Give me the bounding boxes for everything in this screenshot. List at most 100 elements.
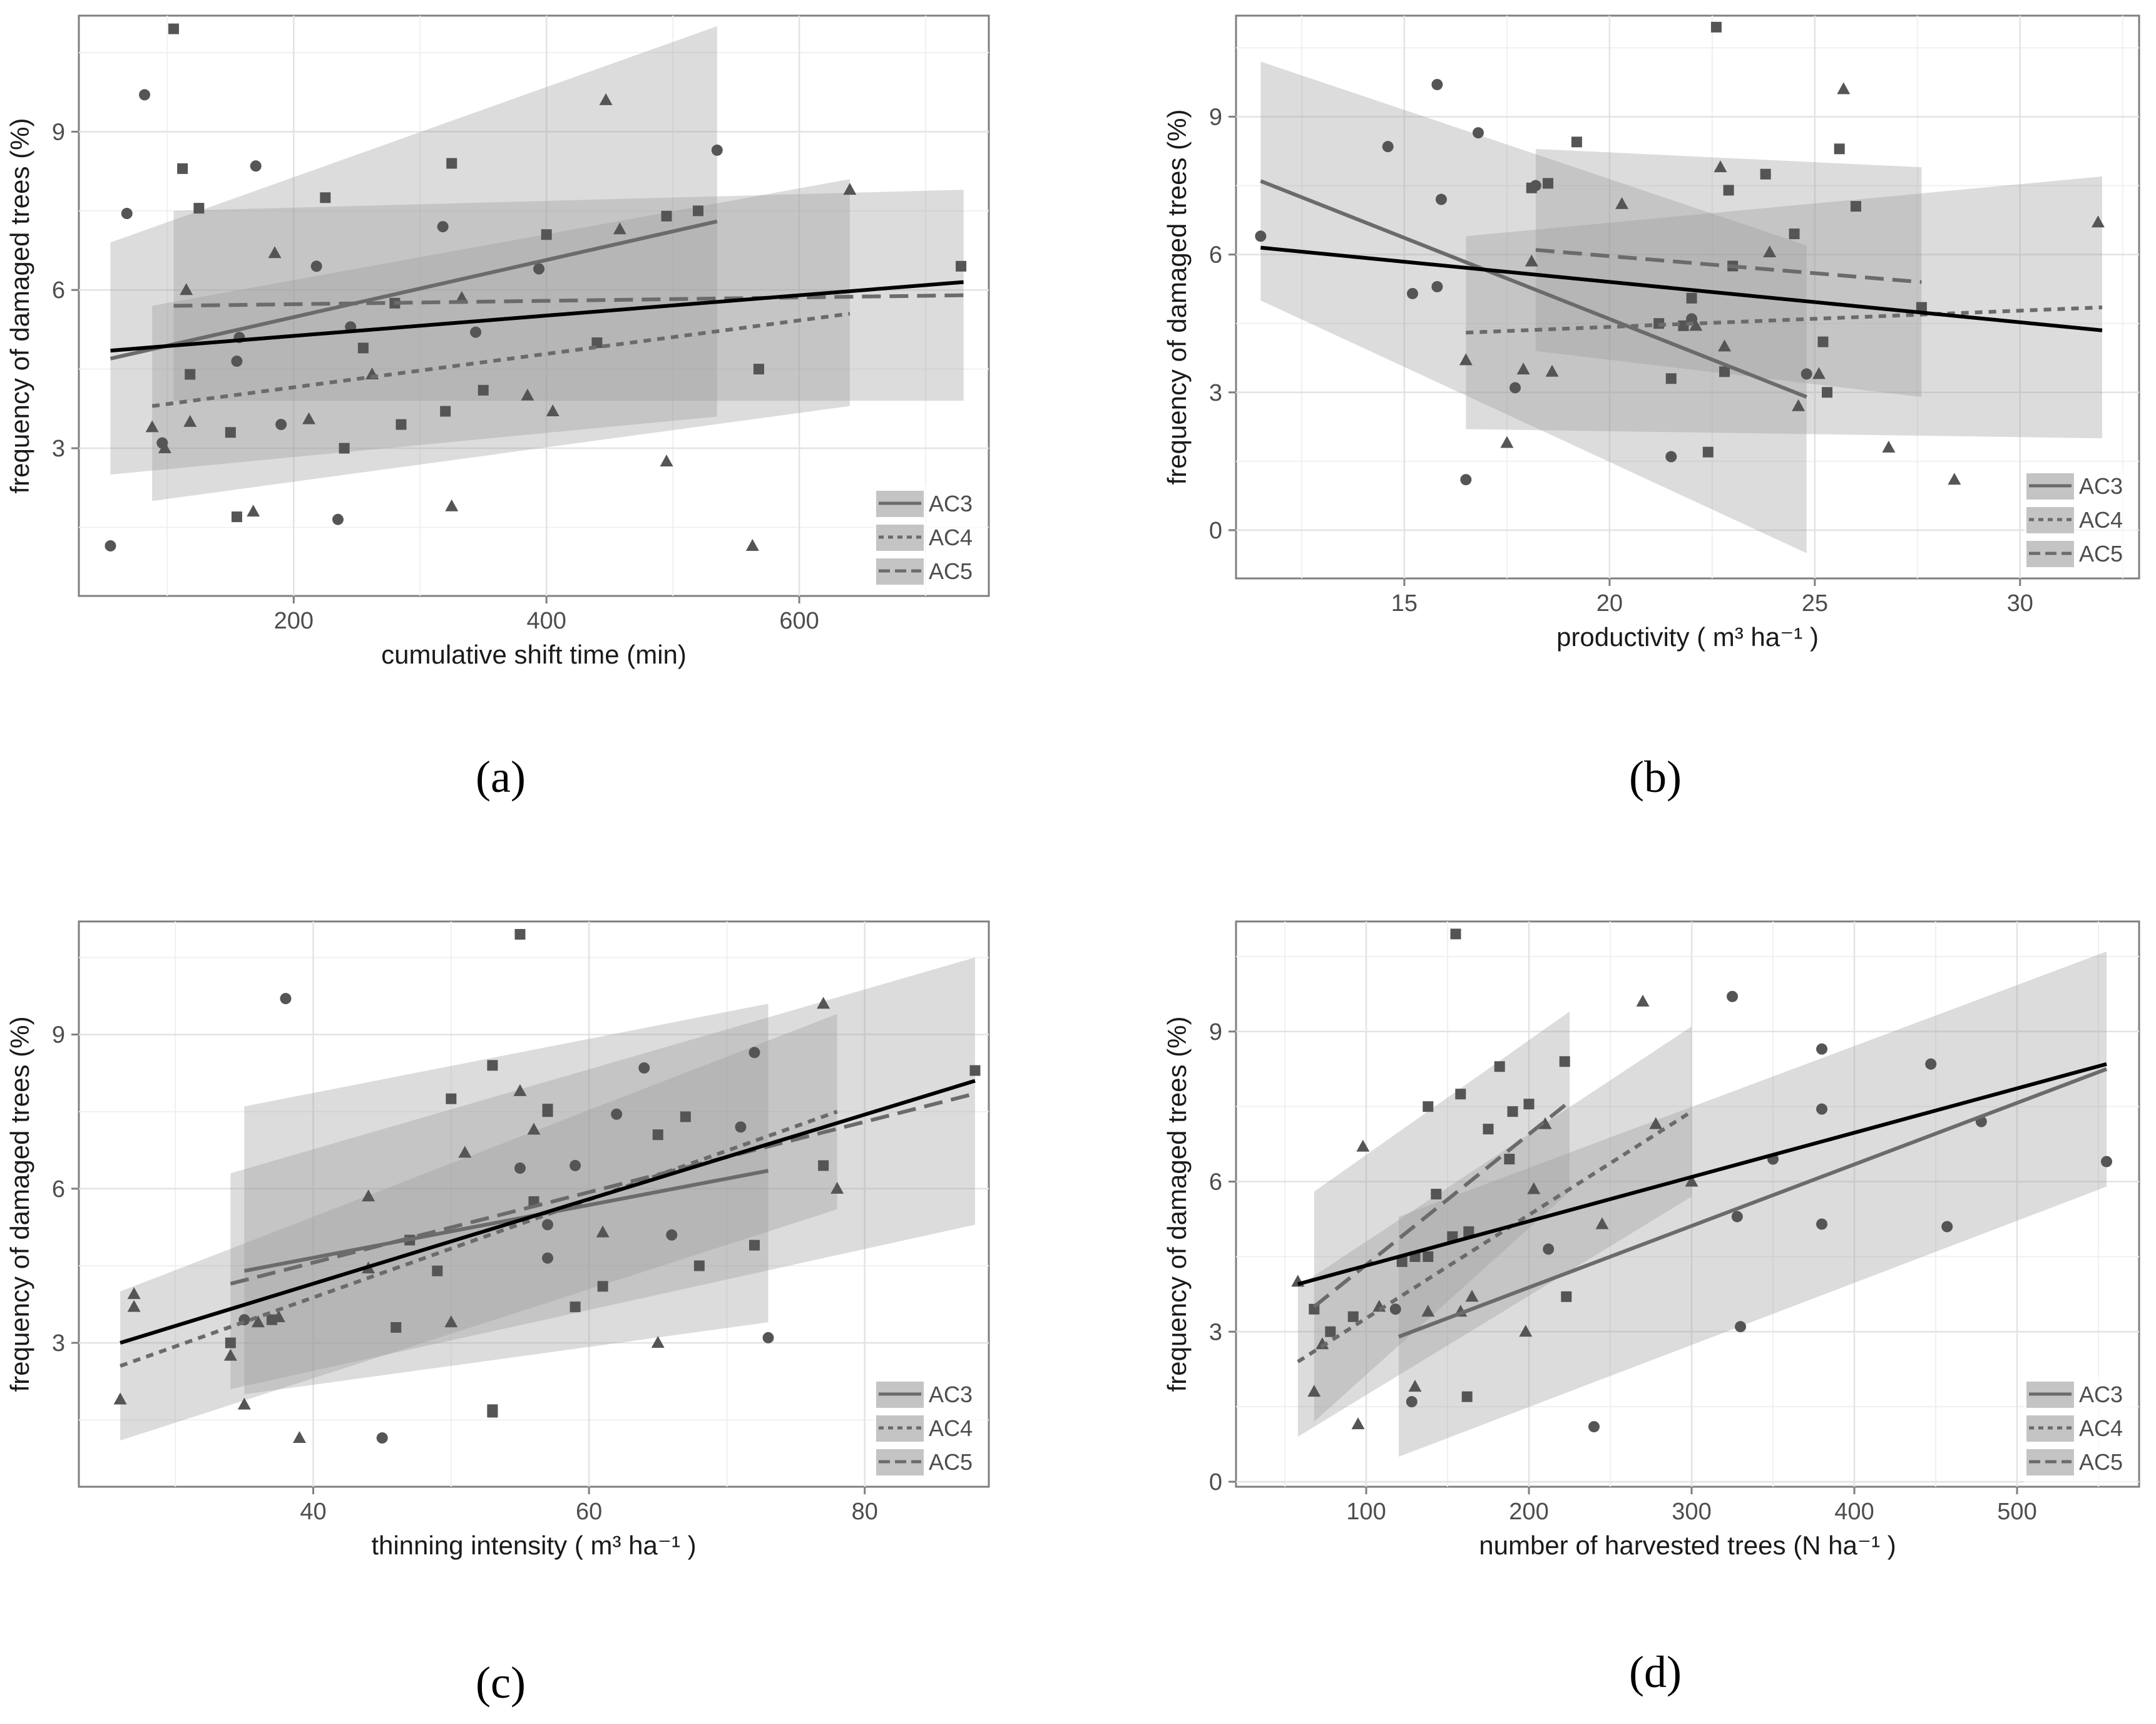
point-ac4	[527, 1122, 541, 1135]
point-ac4	[1649, 1117, 1663, 1129]
y-tick-label: 6	[1209, 1169, 1222, 1196]
point-ac3	[1431, 280, 1443, 292]
point-ac4	[1689, 319, 1703, 331]
point-ac4	[1595, 1217, 1609, 1229]
confidence-band-ac5	[1314, 1011, 1570, 1422]
point-ac5	[514, 929, 526, 940]
point-ac4	[660, 454, 673, 467]
point-ac3	[533, 263, 545, 275]
point-ac3	[1382, 141, 1394, 153]
point-ac5	[446, 1093, 457, 1104]
fit-line-ac5	[1535, 248, 1922, 284]
legend-label-ac4: AC4	[929, 525, 973, 550]
fit-line-ac3	[243, 1169, 769, 1273]
point-ac4	[127, 1300, 141, 1312]
point-ac5	[1719, 366, 1730, 377]
point-ac5	[591, 337, 603, 348]
point-ac4	[1519, 1325, 1533, 1337]
panel-label-d: (d)	[1629, 1647, 1682, 1697]
fit-line-overall	[120, 1079, 976, 1345]
x-axis-label: thinning intensity ( m³ ha⁻¹ )	[371, 1531, 696, 1560]
point-ac3	[105, 540, 116, 552]
point-ac4	[1408, 1380, 1422, 1392]
point-ac4	[302, 412, 316, 424]
point-ac4	[596, 1225, 610, 1238]
panel-label-b: (b)	[1629, 752, 1682, 802]
y-tick-label: 3	[1209, 380, 1222, 406]
point-ac3	[542, 1252, 554, 1264]
point-ac4	[817, 997, 830, 1009]
point-ac3	[437, 221, 449, 233]
panel-b: (b) 15 20 25 30 0 3 6 9 productivity ( m³ ha⁻¹ )…	[1162, 14, 2140, 802]
point-ac5	[193, 203, 205, 214]
point-ac3	[542, 1219, 554, 1231]
legend-label-ac3: AC3	[2079, 473, 2123, 499]
point-ac3	[1406, 1396, 1418, 1408]
point-ac4	[843, 183, 857, 195]
point-ac5	[1325, 1326, 1336, 1337]
legend-label-ac3: AC3	[929, 491, 973, 516]
y-tick-label: 6	[52, 1176, 65, 1203]
point-ac5	[1916, 302, 1927, 313]
legend-label-ac4: AC4	[2079, 1415, 2123, 1441]
point-ac3	[666, 1229, 678, 1241]
y-tick-label: 9	[1209, 1019, 1222, 1045]
panel-label-a: (a)	[476, 752, 526, 802]
fit-line-ac4	[151, 312, 851, 408]
point-ac3	[711, 144, 723, 156]
confidence-band-ac3	[1260, 61, 1807, 553]
point-ac3	[735, 1121, 747, 1133]
panel-d: (d) 100 200 300 400 500 0 3 6 9 number of harvest…	[1162, 920, 2140, 1697]
x-tick-label: 20	[1597, 590, 1623, 617]
point-ac3	[1731, 1211, 1743, 1223]
point-ac4	[2091, 215, 2105, 228]
point-ac3	[514, 1162, 526, 1174]
point-ac4	[180, 283, 193, 295]
point-ac5	[1542, 178, 1553, 189]
point-ac3	[1255, 230, 1267, 242]
point-ac5	[1702, 446, 1714, 458]
point-ac3	[1816, 1218, 1827, 1230]
point-ac4	[1307, 1385, 1321, 1397]
point-ac5	[1463, 1226, 1474, 1237]
point-ac4	[1527, 1182, 1541, 1194]
point-ac4	[745, 538, 759, 551]
point-ac4	[223, 1348, 237, 1361]
confidence-band-ac4	[1466, 176, 2102, 439]
fit-line-ac4	[1297, 1110, 1693, 1363]
point-ac5	[177, 163, 188, 174]
fit-line-overall	[1297, 1062, 2107, 1286]
point-ac4	[1500, 436, 1514, 448]
point-ac3	[1816, 1103, 1827, 1115]
point-ac4	[455, 290, 469, 303]
confidence-band-ac3	[110, 26, 717, 475]
point-ac3	[1543, 1243, 1555, 1255]
point-ac5	[1559, 1056, 1570, 1067]
legend-label-ac3: AC3	[929, 1382, 973, 1407]
point-ac3	[1472, 127, 1484, 139]
point-ac4	[1718, 339, 1732, 352]
panel-label-c: (c)	[476, 1658, 526, 1708]
point-ac5	[225, 1337, 236, 1348]
point-ac5	[391, 1322, 402, 1333]
point-ac3	[611, 1108, 623, 1120]
point-ac5	[693, 1260, 705, 1271]
point-ac4	[251, 1315, 265, 1328]
point-ac4	[1516, 362, 1530, 375]
point-ac4	[1812, 367, 1826, 379]
point-ac4	[268, 246, 282, 259]
point-ac5	[661, 210, 672, 222]
point-ac5	[1494, 1061, 1505, 1072]
point-ac5	[231, 511, 242, 523]
point-ac5	[570, 1301, 581, 1313]
legend-label-ac5: AC5	[929, 1449, 973, 1475]
point-ac3	[250, 160, 262, 172]
x-tick-label: 200	[1509, 1499, 1548, 1525]
legend-label-ac5: AC5	[2079, 541, 2123, 567]
x-tick-label: 400	[526, 608, 566, 634]
point-ac3	[1389, 1303, 1401, 1315]
point-ac4	[1837, 82, 1851, 95]
legend-label-ac4: AC4	[2079, 507, 2123, 533]
point-ac4	[1351, 1417, 1365, 1430]
y-tick-label: 9	[52, 1022, 65, 1049]
